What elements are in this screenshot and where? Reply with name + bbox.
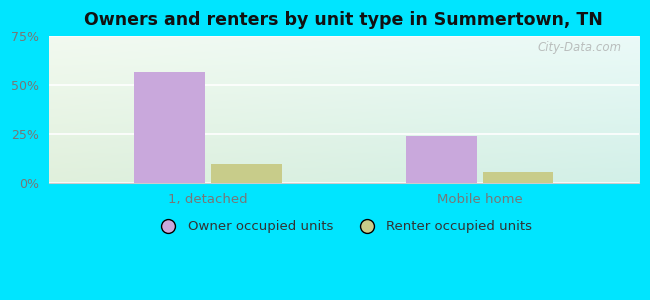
Bar [135,72,205,184]
Legend: Owner occupied units, Renter occupied units: Owner occupied units, Renter occupied un… [150,215,538,239]
Text: City-Data.com: City-Data.com [537,40,621,54]
Bar [482,172,553,184]
Bar [211,164,282,184]
Bar [406,136,476,184]
Title: Owners and renters by unit type in Summertown, TN: Owners and renters by unit type in Summe… [84,11,603,29]
